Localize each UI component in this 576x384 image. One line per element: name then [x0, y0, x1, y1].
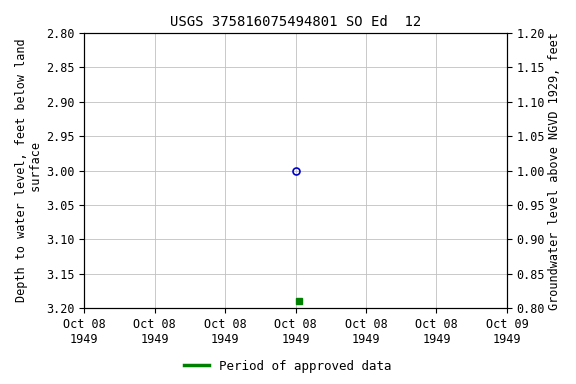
Y-axis label: Groundwater level above NGVD 1929, feet: Groundwater level above NGVD 1929, feet — [548, 31, 561, 310]
Legend: Period of approved data: Period of approved data — [179, 355, 397, 378]
Title: USGS 375816075494801 SO Ed  12: USGS 375816075494801 SO Ed 12 — [170, 15, 421, 29]
Y-axis label: Depth to water level, feet below land
 surface: Depth to water level, feet below land su… — [15, 39, 43, 303]
